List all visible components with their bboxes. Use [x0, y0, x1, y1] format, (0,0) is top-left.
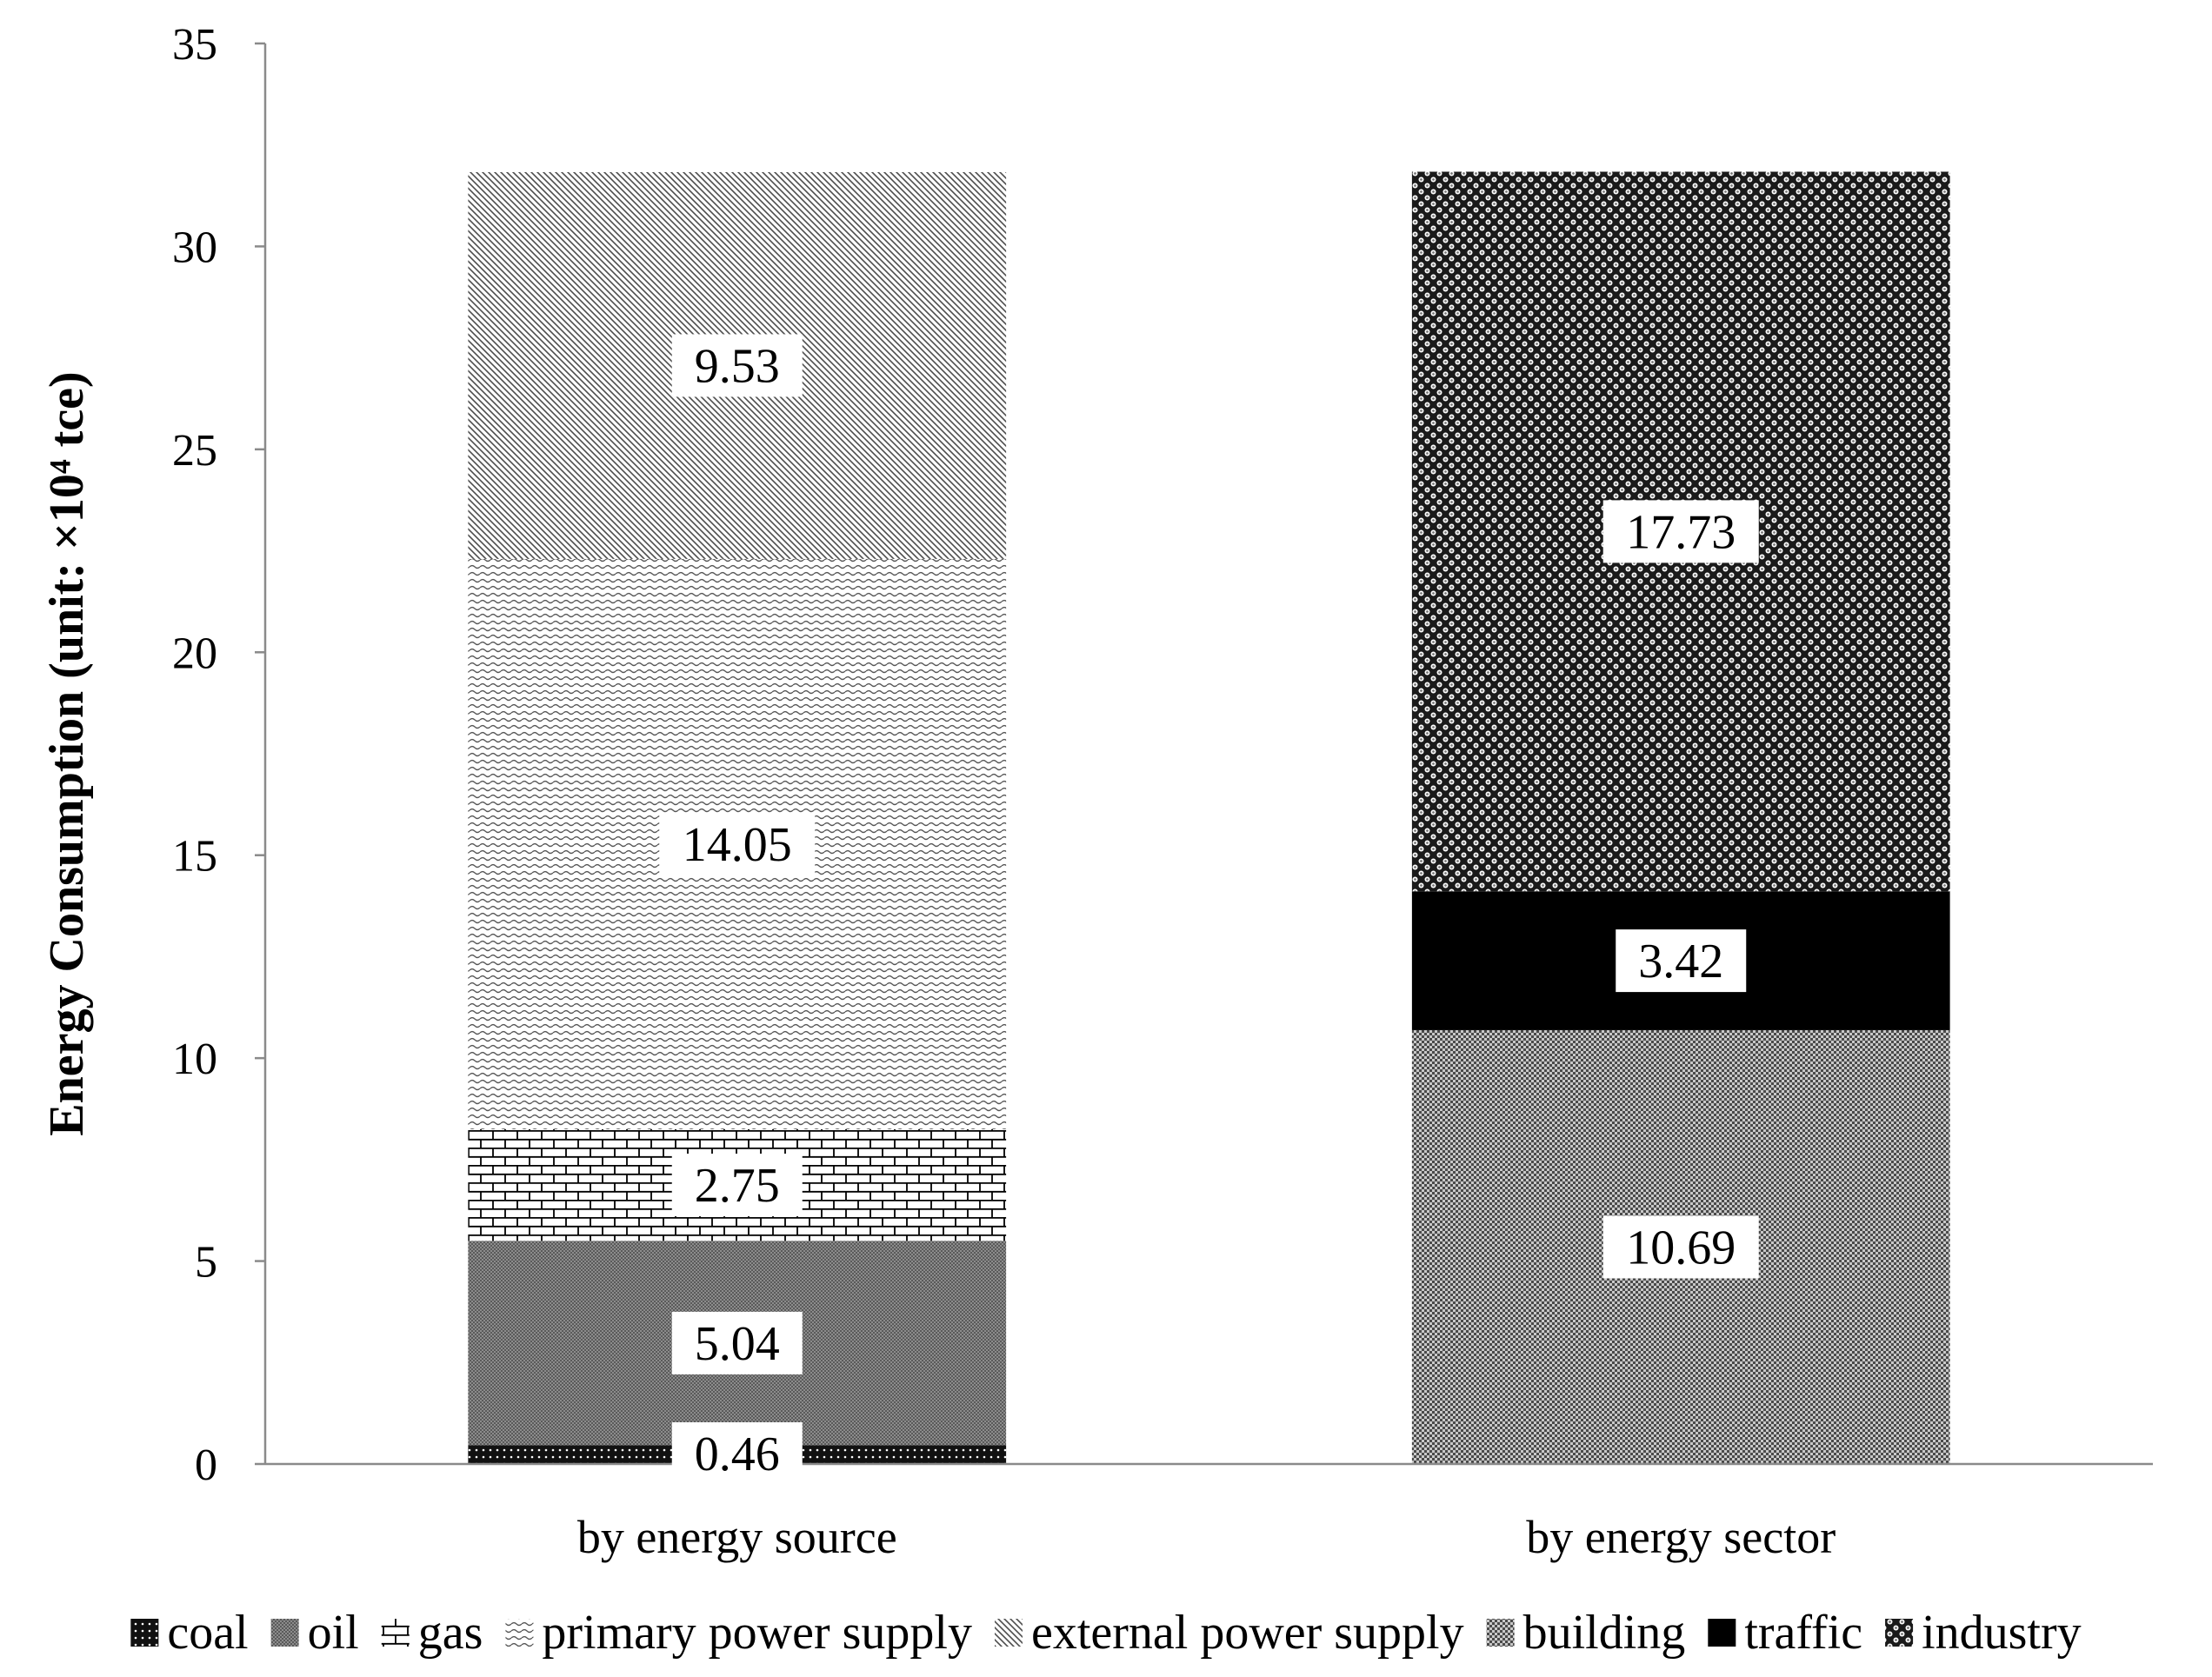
y-tick-label: 5 [195, 1238, 217, 1288]
data-label: 10.69 [1626, 1221, 1736, 1274]
data-label-box [1602, 500, 1759, 563]
data-label-box [671, 1311, 803, 1374]
category-labels: by energy source by energy sector [577, 1511, 1836, 1563]
y-axis-title: Energy Consumption (unit: ×10⁴ tce) [40, 371, 94, 1135]
y-tick-label: 0 [195, 1441, 217, 1490]
y-axis-ticks: 0 5 10 15 20 25 30 35 [172, 20, 265, 1490]
category-label: by energy source [577, 1511, 897, 1563]
legend-label-primary-power-supply: primary power supply [542, 1606, 972, 1660]
data-label-box [1616, 929, 1747, 993]
data-label: 17.73 [1626, 505, 1736, 559]
legend-swatch-traffic [1708, 1619, 1736, 1647]
category-label: by energy sector [1526, 1511, 1836, 1563]
data-label-box [671, 1422, 803, 1485]
legend-label-building: building [1523, 1606, 1686, 1660]
data-label-box [671, 1154, 803, 1217]
legend-swatch-building [1486, 1619, 1515, 1647]
y-tick-label: 25 [172, 426, 217, 476]
legend-label-oil: oil [308, 1606, 359, 1660]
data-label: 5.04 [695, 1317, 780, 1371]
legend-swatch-coal [130, 1619, 159, 1647]
data-label: 3.42 [1638, 935, 1723, 988]
legend-label-external-power-supply: external power supply [1031, 1606, 1464, 1660]
data-labels: 0.46 5.04 2.75 14.05 9.53 10.69 3.42 17.73 [659, 334, 1759, 1485]
data-label-box [1602, 1215, 1759, 1279]
legend-swatch-oil [270, 1619, 299, 1647]
legend-label-coal: coal [167, 1606, 248, 1660]
data-label-box [671, 334, 803, 397]
legend-label-industry: industry [1922, 1606, 2082, 1660]
data-label: 2.75 [695, 1159, 780, 1213]
legend-swatch-industry [1885, 1619, 1914, 1647]
legend-swatch-gas [381, 1619, 410, 1647]
data-label: 0.46 [695, 1427, 780, 1481]
legend-swatch-primary-power-supply [505, 1619, 534, 1647]
legend-label-gas: gas [418, 1606, 483, 1660]
y-tick-label: 15 [172, 832, 217, 882]
y-tick-label: 30 [172, 223, 217, 272]
y-tick-label: 10 [172, 1035, 217, 1084]
legend-label-traffic: traffic [1744, 1606, 1862, 1660]
data-label: 9.53 [695, 339, 780, 393]
data-label: 14.05 [683, 818, 792, 872]
legend-swatch-external-power-supply [994, 1619, 1023, 1647]
data-label-box [659, 812, 816, 875]
y-tick-label: 35 [172, 20, 217, 70]
legend: coal oil gas primary power supply external p… [130, 1606, 2082, 1660]
y-tick-label: 20 [172, 629, 217, 678]
